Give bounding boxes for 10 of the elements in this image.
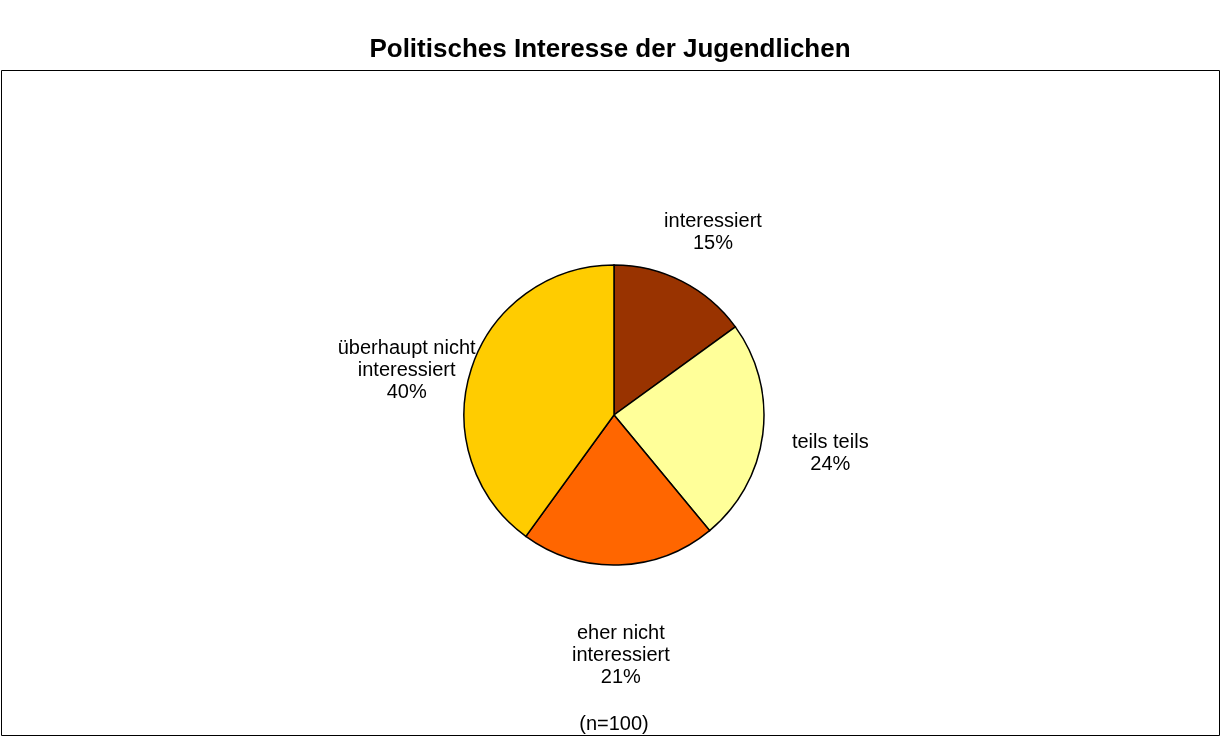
data-label: 40% xyxy=(386,379,427,402)
data-label: 24% xyxy=(810,452,851,475)
slice-label: überhaupt nicht interessiert xyxy=(337,335,477,380)
slice-label: teils teils xyxy=(791,430,869,453)
slice-label: eher nicht interessiert xyxy=(571,620,671,665)
chart-title: Politisches Interesse der Jugendlichen xyxy=(369,33,851,63)
data-label: 15% xyxy=(692,230,734,253)
data-label: 21% xyxy=(600,664,642,687)
text: (n=100) xyxy=(579,712,649,734)
slice-label: interessiert xyxy=(664,208,763,231)
